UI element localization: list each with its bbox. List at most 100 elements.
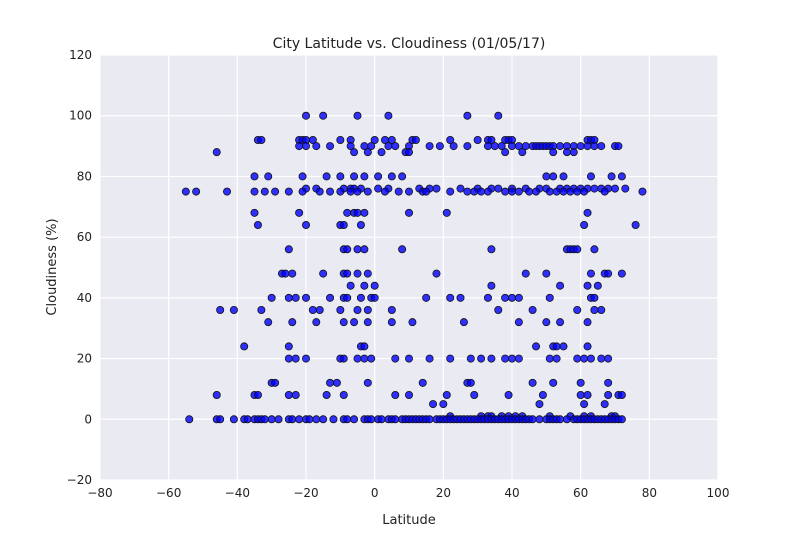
data-point: [525, 187, 534, 196]
data-point: [356, 293, 365, 302]
chart-title: City Latitude vs. Cloudiness (01/05/17): [273, 36, 546, 52]
data-point: [490, 142, 499, 151]
data-point: [391, 390, 400, 399]
data-point: [521, 269, 530, 278]
data-point: [449, 142, 458, 151]
data-point: [559, 187, 568, 196]
data-point: [487, 354, 496, 363]
x-axis-label: Latitude: [382, 513, 436, 528]
data-point: [264, 172, 273, 181]
data-point: [514, 318, 523, 327]
data-point: [350, 148, 359, 157]
data-point: [343, 269, 352, 278]
y-tick-labels: −20 0 20 40 60 80 100 120: [67, 48, 92, 487]
data-point: [470, 187, 479, 196]
data-point: [295, 415, 304, 424]
data-point: [363, 269, 372, 278]
data-point: [617, 269, 626, 278]
data-point: [583, 318, 592, 327]
x-tick-label: −20: [293, 486, 318, 500]
data-point: [514, 187, 523, 196]
data-point: [404, 208, 413, 217]
data-point: [380, 187, 389, 196]
x-tick-label: 40: [504, 486, 519, 500]
data-point: [301, 220, 310, 229]
data-point: [332, 378, 341, 387]
data-point: [487, 245, 496, 254]
data-point: [446, 293, 455, 302]
data-point: [477, 187, 486, 196]
data-point: [590, 142, 599, 151]
data-point: [315, 187, 324, 196]
data-point: [463, 142, 472, 151]
data-point: [507, 293, 516, 302]
data-point: [367, 415, 376, 424]
data-point: [617, 415, 626, 424]
data-point: [281, 269, 290, 278]
data-point: [580, 354, 589, 363]
data-point: [387, 318, 396, 327]
gridlines: [99, 54, 719, 481]
data-point: [425, 142, 434, 151]
data-point: [274, 415, 283, 424]
data-point: [576, 378, 585, 387]
data-point: [343, 415, 352, 424]
data-point: [586, 172, 595, 181]
data-point: [573, 354, 582, 363]
data-point: [284, 390, 293, 399]
data-point: [360, 281, 369, 290]
data-point: [483, 293, 492, 302]
data-point: [319, 415, 328, 424]
data-point: [288, 318, 297, 327]
data-point: [308, 135, 317, 144]
data-point: [192, 187, 201, 196]
data-point: [315, 305, 324, 314]
data-point: [339, 220, 348, 229]
data-point: [586, 354, 595, 363]
x-tick-label: 100: [707, 486, 730, 500]
data-point: [288, 269, 297, 278]
data-point: [604, 378, 613, 387]
data-point: [604, 390, 613, 399]
data-point: [284, 342, 293, 351]
data-point: [360, 342, 369, 351]
data-point: [267, 293, 276, 302]
data-point: [562, 148, 571, 157]
data-point: [363, 187, 372, 196]
data-points: [181, 111, 647, 424]
data-point: [250, 172, 259, 181]
data-point: [566, 187, 575, 196]
data-point: [459, 318, 468, 327]
data-point: [621, 184, 630, 193]
data-point: [556, 142, 565, 151]
data-point: [384, 142, 393, 151]
data-point: [326, 187, 335, 196]
data-point: [483, 142, 492, 151]
data-point: [257, 135, 266, 144]
data-point: [501, 293, 510, 302]
data-point: [542, 318, 551, 327]
data-point: [494, 305, 503, 314]
data-point: [353, 305, 362, 314]
data-point: [583, 208, 592, 217]
data-point: [583, 281, 592, 290]
data-point: [614, 142, 623, 151]
data-point: [456, 184, 465, 193]
data-point: [607, 172, 616, 181]
data-point: [284, 354, 293, 363]
data-point: [456, 293, 465, 302]
data-point: [532, 342, 541, 351]
data-point: [260, 187, 269, 196]
data-point: [284, 293, 293, 302]
data-point: [216, 305, 225, 314]
data-point: [350, 318, 359, 327]
data-point: [470, 390, 479, 399]
data-point: [288, 415, 297, 424]
data-point: [250, 208, 259, 217]
data-point: [463, 187, 472, 196]
data-point: [583, 342, 592, 351]
data-point: [600, 187, 609, 196]
plot-background: [100, 55, 718, 480]
data-point: [404, 354, 413, 363]
